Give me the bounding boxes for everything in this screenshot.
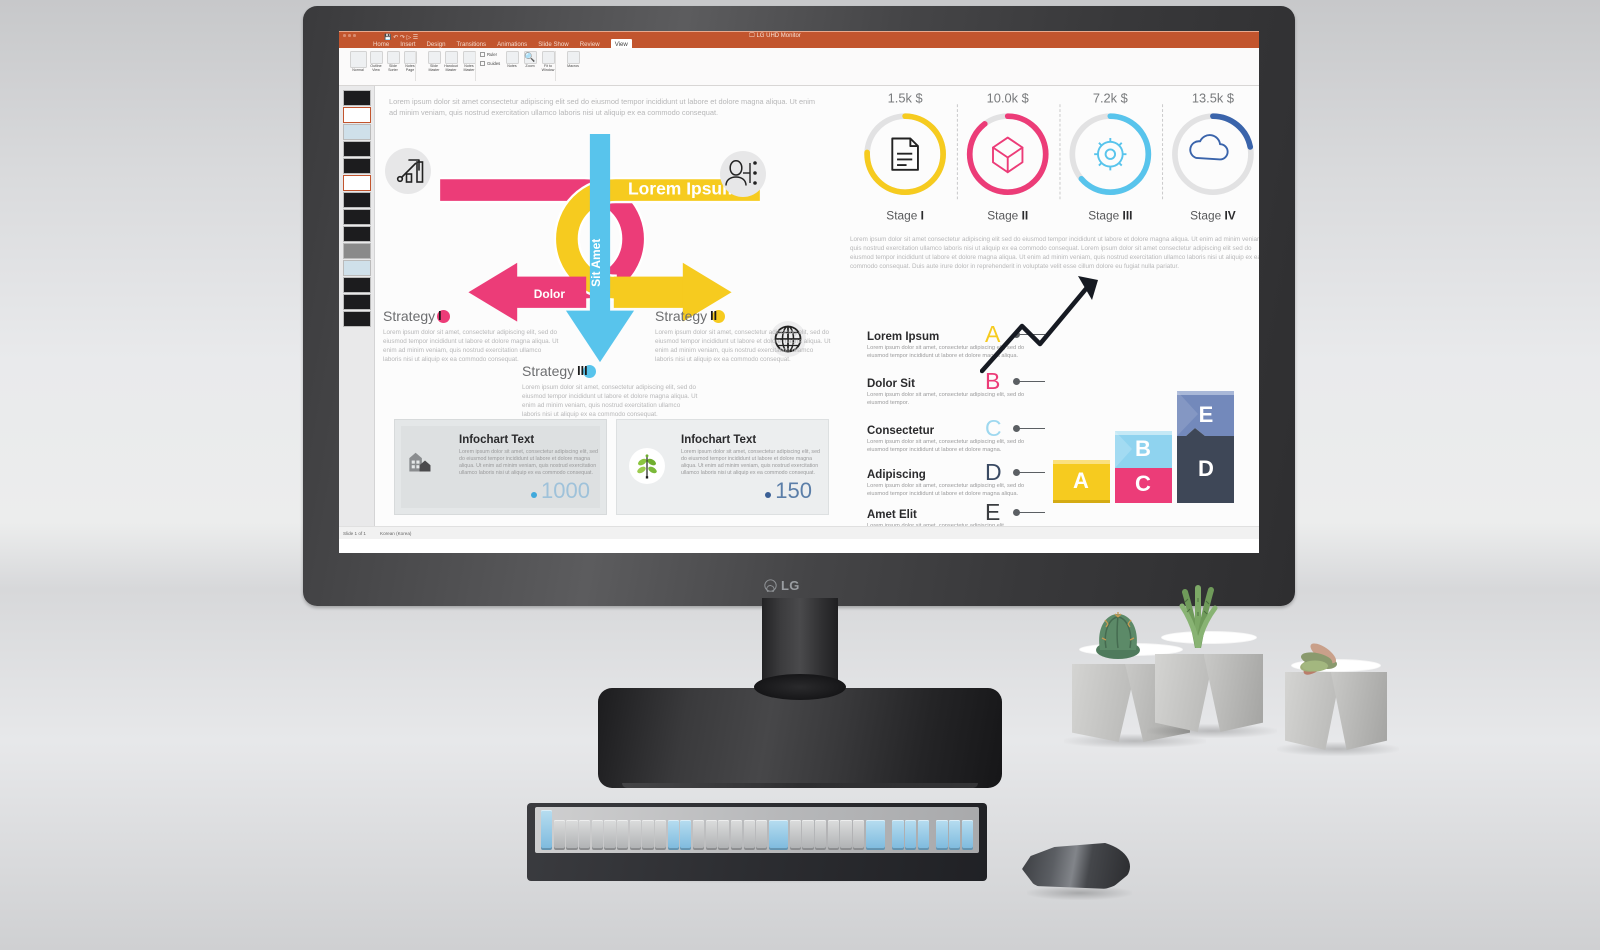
svg-text:Sit Amet: Sit Amet [589, 239, 603, 287]
svg-text:E: E [1199, 402, 1214, 427]
svg-text:B: B [1135, 436, 1151, 461]
svg-text:D: D [1198, 456, 1214, 481]
svg-text:C: C [1135, 471, 1151, 496]
svg-text:A: A [1073, 468, 1089, 493]
svg-text:Dolor: Dolor [534, 287, 566, 301]
